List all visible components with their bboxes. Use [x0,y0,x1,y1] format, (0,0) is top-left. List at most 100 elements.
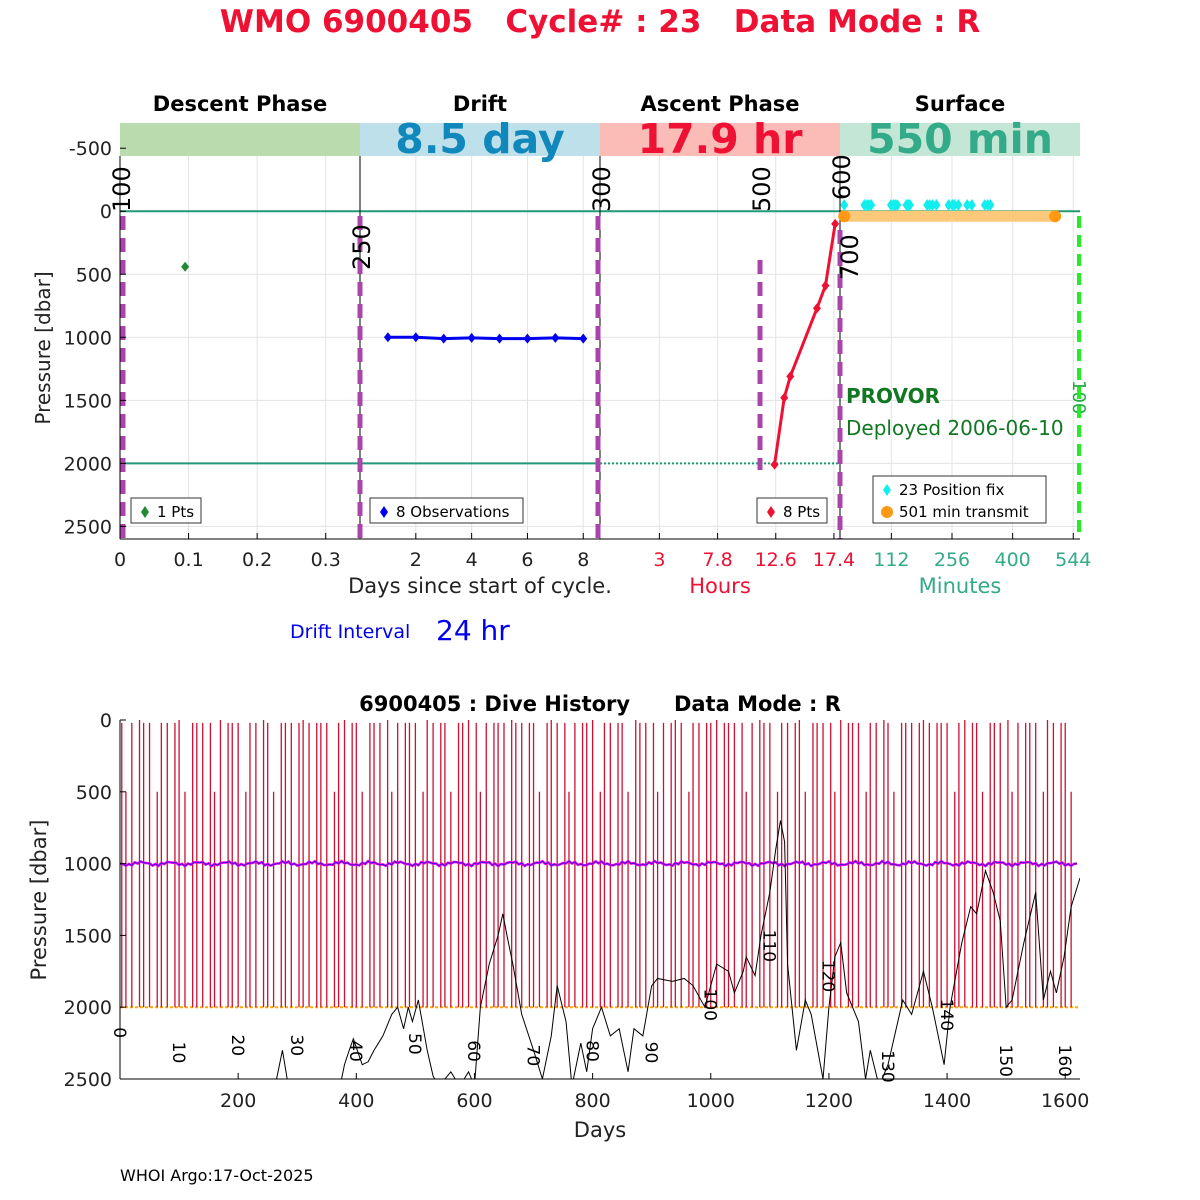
drift-line [387,335,584,341]
legend-label: 23 Position fix [899,481,1004,499]
cycle-number-label: 50 [404,1033,424,1055]
drift-point [495,333,504,344]
phase-label: Ascent Phase [641,92,800,116]
phase-band [360,123,600,156]
cycle-number-label: 150 [995,1045,1015,1077]
position-fix-point [967,198,976,211]
legend-label: 8 Pts [783,503,820,521]
cycle-number-label: 130 [877,1050,897,1082]
x-tick-label: 7.8 [702,549,732,571]
x-tick-label: 1600 [1041,1090,1089,1112]
phase-label: Drift [453,92,507,116]
cycle-number-label: 110 [759,930,779,962]
drift-point [579,333,588,344]
ascent-point [821,280,830,291]
position-fix-point [867,198,876,211]
x-tick-label: 0.1 [173,549,203,571]
x-tick-label: 112 [873,549,909,571]
legend-marker [883,484,891,496]
boundary-label: 600 [828,154,856,200]
y-tick-label: 1000 [64,327,112,349]
cycle-number-label: 0 [109,1027,129,1038]
float-model: PROVOR [846,384,940,408]
x-tick-label: 12.6 [755,549,797,571]
position-fix-point [986,198,995,211]
y-axis-label: Pressure [dbar] [27,820,51,981]
cycle-number-label: 80 [581,1040,601,1062]
cycle-number-label: 120 [818,960,838,992]
drift-point [411,332,420,343]
transmit-start-point [838,210,851,223]
x-tick-label: 544 [1055,549,1091,571]
drift-point [467,332,476,343]
ascent-point [780,392,789,403]
legend-label: 8 Observations [396,503,510,521]
position-fix-point [954,198,963,211]
drift-pressure-trace-inner [119,860,1078,867]
phase-label: Surface [915,92,1005,116]
legend-marker [767,506,775,518]
legend-marker [380,506,388,518]
x-axis-label-minutes: Minutes [919,574,1002,598]
phase-band [120,123,360,156]
y-tick-label: 1500 [64,925,112,947]
y-tick-label: 1500 [64,390,112,412]
x-tick-label: 2 [410,549,422,571]
drift-interval-label: Drift Interval [290,621,410,643]
phase-band [600,123,840,156]
ascent-point [831,218,840,229]
x-tick-label: 800 [574,1090,610,1112]
x-tick-label: 600 [456,1090,492,1112]
x-tick-label: 0 [114,549,126,571]
y-tick-label: 500 [76,782,112,804]
x-tick-label: 1200 [805,1090,853,1112]
x-tick-label: 1000 [687,1090,735,1112]
boundary-label: 500 [748,166,776,212]
y-tick-label: 1000 [64,854,112,876]
phase-duration: 8.5 day [395,115,564,163]
x-tick-label: 0.3 [311,549,341,571]
y-tick-label: -500 [69,138,112,160]
x-axis-label-days: Days since start of cycle. [348,574,612,598]
x-tick-label: 8 [577,549,589,571]
x-tick-label: 0.2 [242,549,272,571]
drift-interval-value: 24 hr [436,614,510,647]
position-fix-point [905,198,914,211]
cycle-number-label: 100 [700,989,720,1021]
chart-title: 6900405 : Dive History Data Mode : R [359,692,841,716]
legend-box [872,475,1047,524]
x-tick-label: 200 [220,1090,256,1112]
x-tick-label: 4 [466,549,478,571]
x-tick-label: 17.4 [813,549,855,571]
dive-history-chart: 6900405 : Dive History Data Mode : R 0 10 2… [27,692,1089,1142]
drift-point [523,333,532,344]
drift-point [439,333,448,344]
x-axis-label-hours: Hours [689,574,751,598]
x-tick-label: 1400 [923,1090,971,1112]
y-tick-label: 0 [100,201,112,223]
position-fix-point [932,198,941,211]
boundary-label: 300 [588,166,616,212]
phase-label: Descent Phase [153,92,327,116]
cycle-number-label: 10 [168,1042,188,1064]
x-tick-label: 400 [338,1090,374,1112]
bathymetry-line [276,820,1080,1079]
legend-label: 501 min transmit [899,503,1029,521]
cycle-number-label: 70 [522,1045,542,1067]
cycle-number-label: 140 [936,999,956,1031]
y-tick-label: 2500 [64,1069,112,1091]
legend-marker [141,506,149,518]
y-tick-label: 500 [76,264,112,286]
cycle-number-label: 20 [227,1034,247,1056]
position-fix-point [893,198,902,211]
position-fix-point [963,198,972,211]
y-axis-label: Pressure [dbar] [31,271,55,424]
footer-credit: WHOI Argo:17-Oct-2025 [120,1166,314,1185]
x-tick-label: 400 [994,549,1030,571]
cycle-number-label: 30 [286,1034,306,1056]
cycle-number-label: 60 [463,1040,483,1062]
y-tick-label: 2000 [64,453,112,475]
x-tick-label: 256 [934,549,970,571]
